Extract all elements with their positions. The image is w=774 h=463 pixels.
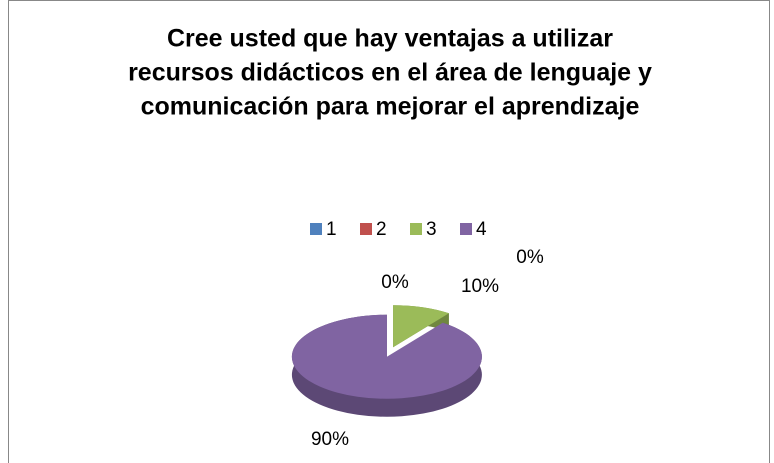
legend-swatch xyxy=(410,223,422,235)
legend-label: 1 xyxy=(326,219,337,240)
data-label: 0% xyxy=(381,272,409,293)
legend-swatch xyxy=(360,223,372,235)
pie-slice xyxy=(291,314,482,399)
legend-label: 4 xyxy=(476,219,487,240)
chart-title: Cree usted que hay ventajas a utilizar xyxy=(167,25,613,53)
legend-label: 2 xyxy=(376,219,387,240)
data-label: 90% xyxy=(311,429,349,450)
chart-title: comunicación para mejorar el aprendizaje xyxy=(141,93,640,121)
pie-slice xyxy=(393,305,449,348)
legend-label: 3 xyxy=(426,219,437,240)
legend-swatch xyxy=(460,223,472,235)
data-label: 10% xyxy=(461,276,499,297)
data-label: 0% xyxy=(516,247,544,268)
legend-swatch xyxy=(310,223,322,235)
chart-title: recursos didácticos en el área de lengua… xyxy=(128,59,652,87)
